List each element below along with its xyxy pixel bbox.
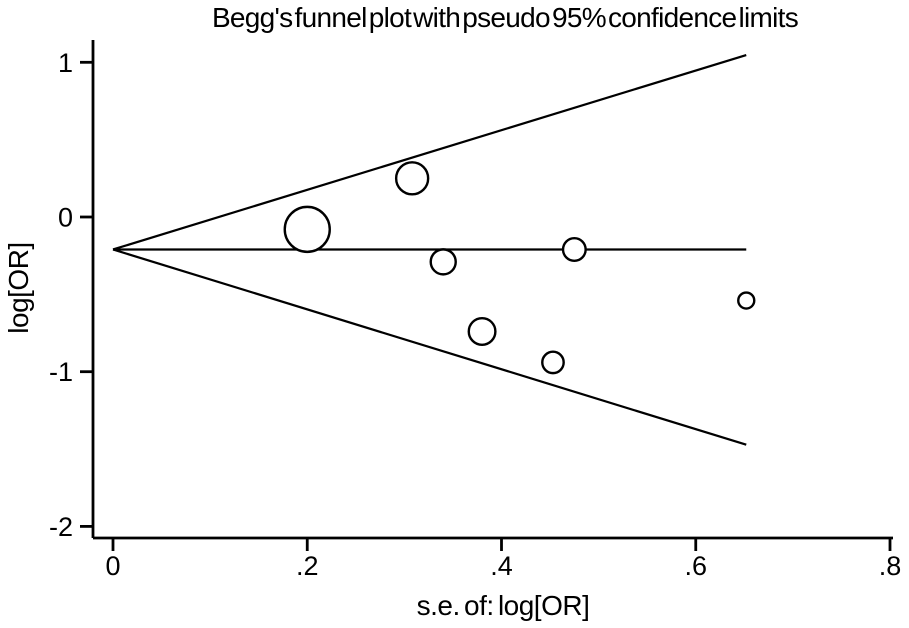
x-tick-label: .4 [490, 551, 513, 581]
data-point [283, 205, 331, 254]
y-tick-label: -2 [49, 512, 73, 542]
y-tick-label: 1 [58, 48, 73, 78]
chart-title: Begg's funnel plot with pseudo 95% confi… [211, 2, 799, 33]
y-tick-label: 0 [58, 203, 73, 233]
lower-confidence-limit-line [112, 248, 747, 446]
data-point [541, 350, 565, 375]
x-tick-label: 0 [105, 551, 120, 581]
x-tick-label: .2 [296, 551, 319, 581]
y-tick-label: -1 [49, 357, 73, 387]
data-point [737, 291, 756, 310]
data-point [561, 236, 587, 262]
y-axis-label: log[OR] [3, 242, 34, 334]
x-tick-label: .8 [879, 551, 902, 581]
x-axis-label: s.e. of: log[OR] [416, 590, 590, 621]
upper-confidence-limit-line [112, 53, 747, 251]
data-point [467, 316, 497, 346]
data-point [394, 161, 430, 196]
data-point [429, 248, 457, 276]
x-tick-label: .6 [684, 551, 707, 581]
